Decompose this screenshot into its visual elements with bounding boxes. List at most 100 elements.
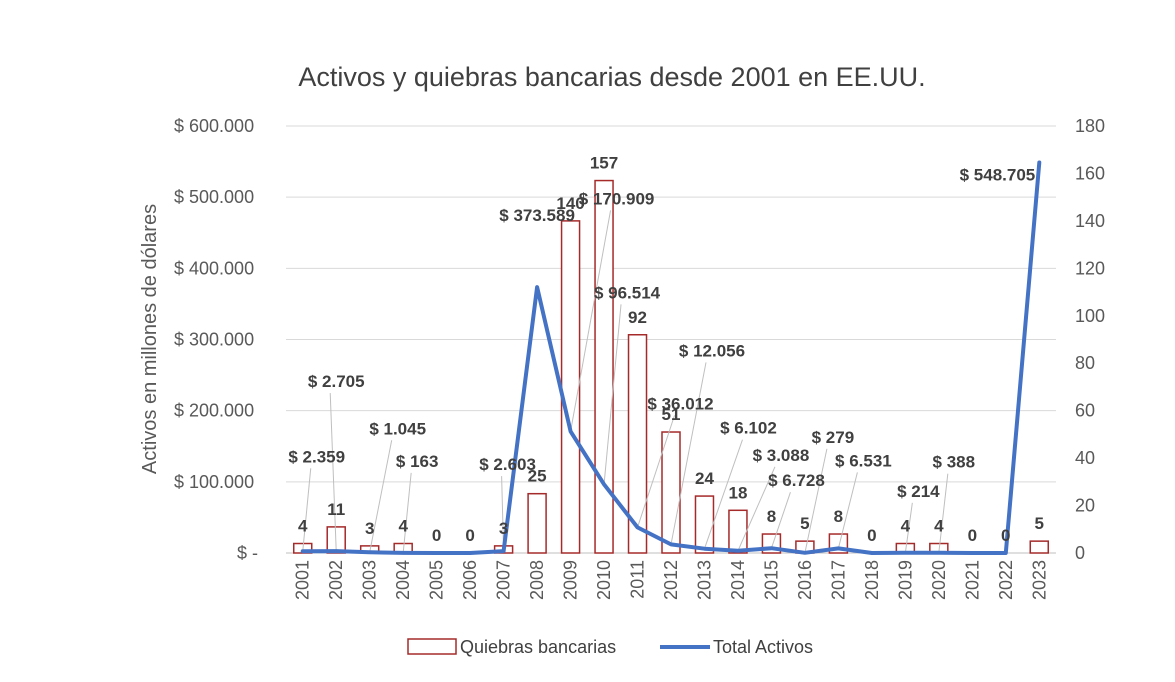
- bar-data-label: 3: [365, 519, 374, 538]
- leader-line: [704, 439, 743, 549]
- bar: [728, 509, 748, 554]
- y-left-tick-label: $ 200.000: [174, 401, 254, 421]
- bar-data-label: 0: [968, 526, 977, 545]
- leader-line: [837, 472, 858, 549]
- leader-line: [402, 472, 412, 553]
- line-data-label: $ 2.705: [308, 372, 365, 391]
- legend-label-quiebras: Quiebras bancarias: [460, 637, 616, 657]
- bar: [594, 179, 614, 554]
- bar-data-label: 0: [465, 526, 474, 545]
- bar-data-label: 4: [398, 517, 408, 536]
- leader-line: [770, 492, 791, 549]
- y-left-tick-label: $ -: [237, 543, 258, 563]
- x-tick-label: 2019: [895, 560, 915, 600]
- line-data-label: $ 6.728: [768, 471, 825, 490]
- bar-data-label: 8: [834, 507, 843, 526]
- x-tick-label: 2008: [527, 560, 547, 600]
- leader-line: [302, 468, 312, 552]
- x-tick-label: 2007: [494, 560, 514, 600]
- y-left-tick-label: $ 400.000: [174, 258, 254, 278]
- bar-data-label: 92: [628, 308, 647, 327]
- bar-data-label: 0: [432, 526, 441, 545]
- x-tick-label: 2013: [694, 560, 714, 600]
- x-tick-label: 2021: [962, 560, 982, 600]
- x-tick-label: 2003: [360, 560, 380, 600]
- x-tick-label: 2012: [661, 560, 681, 600]
- y-right-tick-label: 40: [1075, 448, 1095, 468]
- line-data-label: $ 3.088: [753, 446, 810, 465]
- x-tick-label: 2022: [996, 560, 1016, 600]
- leader-line: [670, 362, 707, 545]
- leader-line: [804, 448, 828, 553]
- chart-title: Activos y quiebras bancarias desde 2001 …: [298, 62, 925, 92]
- bar-data-label: 8: [767, 507, 776, 526]
- bar-data-label: 4: [901, 517, 911, 536]
- line-data-label: $ 373.589: [499, 206, 575, 225]
- x-tick-label: 2010: [594, 560, 614, 600]
- line-data-labels: $ 2.359 $ 2.705 $ 1.045 $ 163 $ 2.603 $ 373.5…: [288, 166, 1035, 501]
- legend-label-activos: Total Activos: [713, 637, 813, 657]
- x-tick-label: 2006: [460, 560, 480, 600]
- bar: [1029, 540, 1050, 554]
- leader-line: [329, 393, 337, 552]
- y-right-tick-label: 100: [1075, 306, 1105, 326]
- y-right-tick-label: 80: [1075, 353, 1095, 373]
- bar-data-label: 5: [800, 514, 809, 533]
- line-data-label: $ 2.603: [479, 455, 536, 474]
- y-right-tick-label: 0: [1075, 543, 1085, 563]
- leader-line: [637, 415, 675, 528]
- leader-line: [570, 210, 612, 432]
- line-data-label: $ 96.514: [594, 283, 661, 302]
- bar-data-label: 0: [1001, 526, 1010, 545]
- legend: Quiebras bancarias Total Activos: [407, 637, 813, 657]
- x-axis: 2001 2002 2003 2004 2005 2006 2007 2008 2009 2010…: [293, 560, 1050, 600]
- line-series: [300, 160, 1042, 555]
- x-tick-label: 2015: [761, 560, 781, 600]
- line-data-label: $ 1.045: [369, 419, 426, 438]
- bar-data-label: 25: [528, 467, 547, 486]
- line-data-label: $ 2.359: [288, 447, 345, 466]
- x-tick-label: 2005: [427, 560, 447, 600]
- bar-data-label: 140: [556, 194, 584, 213]
- line-data-label: $ 6.531: [835, 451, 892, 470]
- y-left-tick-label: $ 300.000: [174, 330, 254, 350]
- label-leader-lines: [302, 210, 949, 553]
- y-right-tick-label: 120: [1075, 258, 1105, 278]
- bar-data-label: 51: [662, 405, 681, 424]
- line-data-label: $ 279: [812, 428, 855, 447]
- y-left-tick-label: $ 600.000: [174, 116, 254, 136]
- bar: [661, 431, 681, 554]
- line-data-label: $ 6.102: [720, 419, 777, 438]
- line-data-label: $ 548.705: [960, 166, 1036, 185]
- right-axis: 0 20 40 60 80 100 120 140 160 180: [1075, 116, 1105, 563]
- x-tick-label: 2017: [828, 560, 848, 600]
- x-tick-label: 2011: [628, 560, 648, 599]
- leader-line: [938, 473, 949, 553]
- bar-data-label: 11: [327, 500, 345, 519]
- bar-data-label: 18: [728, 483, 747, 502]
- y-right-tick-label: 20: [1075, 496, 1095, 516]
- series-line-total-activos: [300, 160, 1042, 555]
- y-right-tick-label: 140: [1075, 211, 1105, 231]
- y-right-tick-label: 160: [1075, 163, 1105, 183]
- x-tick-label: 2023: [1029, 560, 1049, 600]
- bar-data-label: 0: [867, 526, 876, 545]
- bar-data-labels: 4 11 3 4 0 0 3 25 140 157 92 51 24 18 8 5 8 0 4 4 0 0 5: [298, 154, 1044, 545]
- line-data-label: $ 388: [933, 453, 976, 472]
- x-tick-label: 2018: [862, 560, 882, 600]
- gridlines: [286, 125, 1056, 554]
- line-data-label: $ 214: [897, 482, 940, 501]
- line-data-label: $ 163: [396, 452, 439, 471]
- bar: [694, 495, 715, 554]
- leader-line: [369, 440, 393, 553]
- legend-swatch-quiebras: [407, 638, 457, 655]
- bar-data-label: 4: [298, 517, 308, 536]
- x-tick-label: 2002: [326, 560, 346, 600]
- y-right-tick-label: 180: [1075, 116, 1105, 136]
- left-axis: $ - $ 100.000 $ 200.000 $ 300.000 $ 400.000 $…: [174, 116, 258, 563]
- y-left-tick-label: $ 100.000: [174, 472, 254, 492]
- bar: [527, 492, 547, 554]
- y-axis-label: Activos en millones de dólares: [139, 204, 161, 474]
- x-tick-label: 2001: [293, 560, 313, 600]
